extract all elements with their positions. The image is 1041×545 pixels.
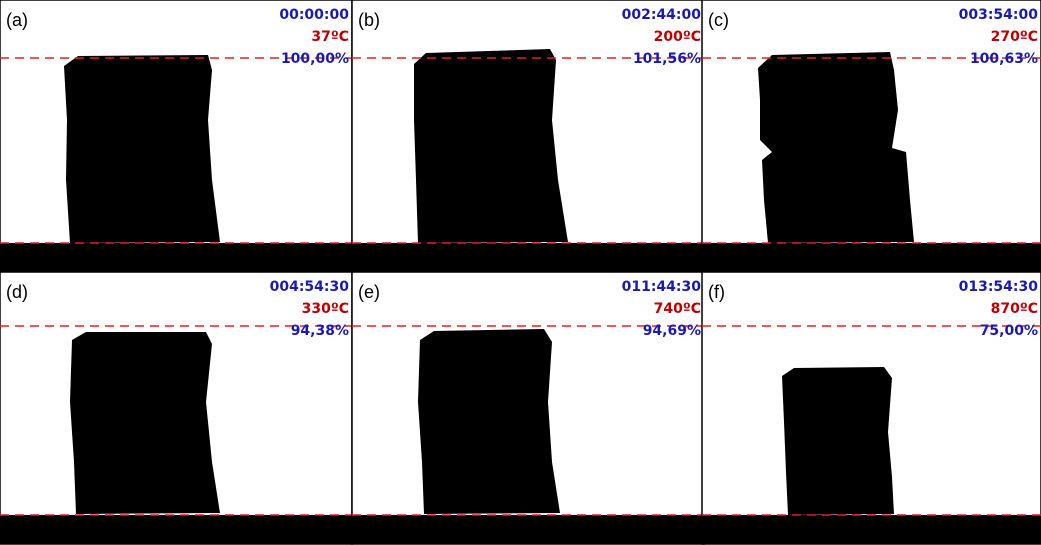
time: 004:54:30 [270, 279, 350, 295]
panel: (f) 013:54:30 870ºC 75,00% [702, 272, 1041, 544]
temperature: 37ºC [311, 29, 349, 45]
panel: (d) 004:54:30 330ºC 94,38% [0, 272, 352, 544]
base [702, 243, 1041, 272]
temperature: 330ºC [302, 301, 349, 317]
panel: (e) 011:44:30 740ºC 94,69% [352, 272, 704, 544]
ratio: 94,69% [643, 323, 701, 339]
base [0, 243, 352, 272]
temperature: 740ºC [654, 301, 701, 317]
ratio: 101,56% [633, 51, 701, 67]
base [0, 515, 352, 544]
sample [414, 49, 568, 243]
sample [418, 329, 560, 514]
base [702, 515, 1041, 544]
panel: (c) 003:54:00 270ºC 100,63% [702, 0, 1041, 272]
temperature: 200ºC [654, 29, 701, 45]
ratio: 100,00% [281, 51, 349, 67]
time: 011:44:30 [622, 279, 702, 295]
base [352, 243, 704, 272]
panel-label: (f) [708, 282, 725, 302]
sample [64, 55, 220, 243]
temperature: 270ºC [991, 29, 1038, 45]
base [352, 515, 704, 544]
panel: (a) 00:00:00 37ºC 100,00% [0, 0, 352, 272]
panel: (b) 002:44:00 200ºC 101,56% [352, 0, 704, 272]
sample [782, 367, 894, 515]
time: 002:44:00 [622, 7, 702, 23]
panel-label: (c) [708, 10, 729, 30]
time: 013:54:30 [959, 279, 1039, 295]
panel-label: (b) [358, 10, 380, 30]
panel-label: (a) [6, 10, 28, 30]
figure: (a) 00:00:00 37ºC 100,00% (b) 002:44:00 200ºC 1… [0, 0, 1041, 545]
sample [758, 52, 914, 243]
panel-label: (e) [358, 282, 380, 302]
ratio: 100,63% [970, 51, 1038, 67]
sample [70, 332, 220, 514]
ratio: 94,38% [291, 323, 349, 339]
panel-label: (d) [6, 282, 28, 302]
time: 00:00:00 [279, 7, 349, 23]
temperature: 870ºC [991, 301, 1038, 317]
time: 003:54:00 [959, 7, 1039, 23]
ratio: 75,00% [980, 323, 1038, 339]
